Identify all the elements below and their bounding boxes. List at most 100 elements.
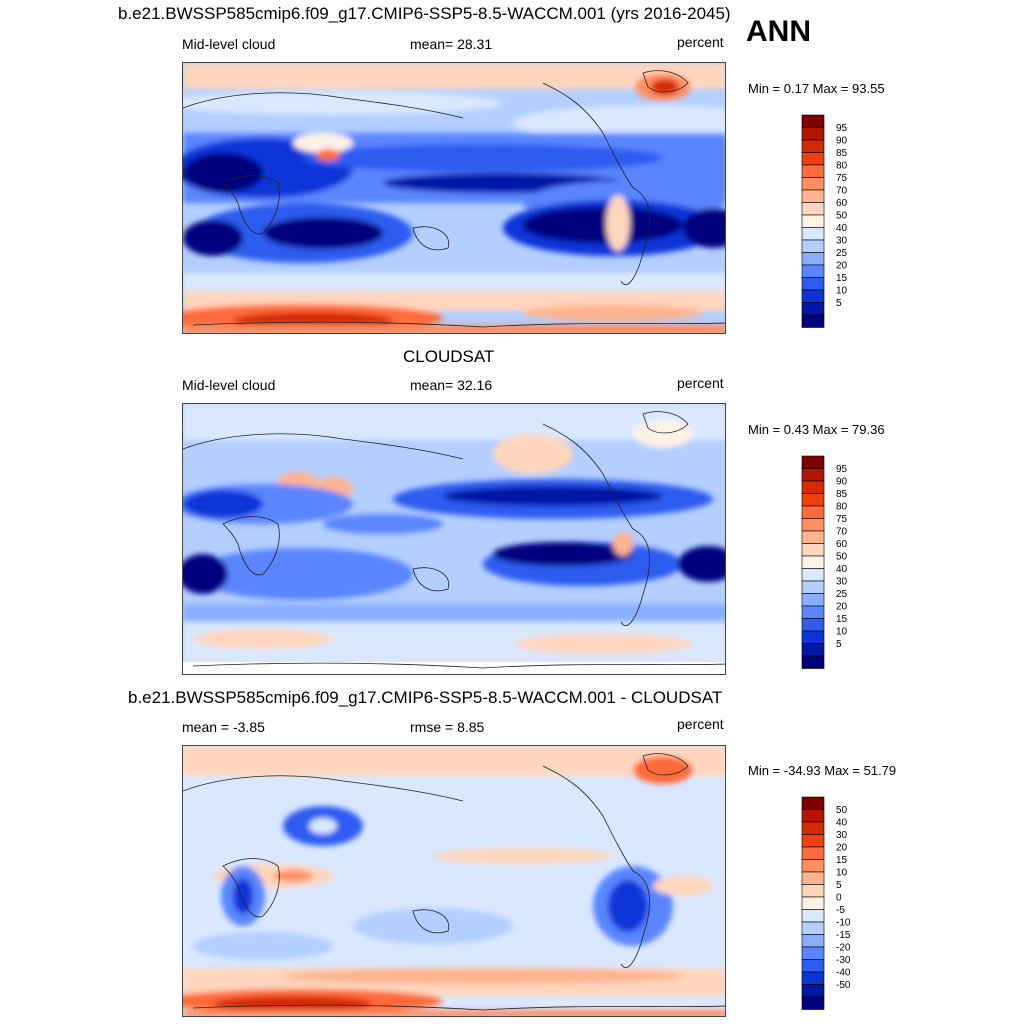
colorbar-tick-label: 50 — [836, 805, 848, 816]
colorbar-tick-label: 20 — [836, 843, 848, 854]
colorbar-tick-label: -15 — [836, 930, 851, 941]
colorbar-tick-label: -10 — [836, 918, 851, 929]
colorbar-tick-label: 10 — [836, 286, 848, 297]
colorbar-tick-label: 80 — [836, 161, 848, 172]
colorbar-box — [801, 530, 825, 544]
panel1-variable-label: Mid-level cloud — [182, 36, 276, 52]
colorbar-tick-label: 5 — [836, 639, 842, 650]
colorbar-box — [801, 114, 825, 128]
colorbar-box — [801, 164, 825, 178]
colorbar-tick-label: 0 — [836, 893, 842, 904]
colorbar-box — [801, 227, 825, 241]
colorbar-tick-label: 60 — [836, 539, 848, 550]
colorbar-box — [801, 846, 825, 860]
colorbar-tick-label: -5 — [836, 905, 845, 916]
colorbar-tick-label: 15 — [836, 614, 848, 625]
colorbar-tick-label: 15 — [836, 273, 848, 284]
colorbar-box — [801, 871, 825, 885]
colorbar-tick-label: 40 — [836, 564, 848, 575]
colorbar-box — [801, 127, 825, 141]
panel1-colorbar: 95 90 85 80 75 70 60 50 40 30 25 20 15 10 5 — [801, 114, 848, 329]
colorbar-tick-label: 30 — [836, 236, 848, 247]
colorbar-box — [801, 139, 825, 153]
panel3-mean-label: mean = -3.85 — [182, 719, 265, 735]
colorbar-box — [801, 202, 825, 216]
colorbar-box — [801, 302, 825, 316]
panel1-title: b.e21.BWSSP585cmip6.f09_g17.CMIP6-SSP5-8… — [118, 4, 731, 23]
colorbar-box — [801, 630, 825, 644]
colorbar-box — [801, 555, 825, 569]
panel3-title: b.e21.BWSSP585cmip6.f09_g17.CMIP6-SSP5-8… — [128, 688, 723, 707]
panel3-colorbar: 50 40 30 20 15 10 5 0 -5 -10 -15 -20 -30 -40 -50 — [801, 796, 851, 1011]
panel3-units-label: percent — [677, 716, 724, 732]
colorbar-tick-label: 10 — [836, 868, 848, 879]
colorbar-tick-label: 95 — [836, 464, 848, 475]
colorbar-box — [801, 214, 825, 228]
colorbar-box — [801, 859, 825, 873]
colorbar-tick-label: 70 — [836, 186, 848, 197]
colorbar-tick-label: 90 — [836, 136, 848, 147]
colorbar-box — [801, 984, 825, 998]
colorbar-tick-label: 30 — [836, 830, 848, 841]
colorbar-box — [801, 277, 825, 291]
panel1-map — [182, 62, 726, 334]
colorbar-box — [801, 289, 825, 303]
colorbar-box — [801, 568, 825, 582]
colorbar-box — [801, 643, 825, 657]
colorbar-box — [801, 996, 825, 1010]
panel2-units-label: percent — [677, 375, 724, 391]
colorbar-box — [801, 809, 825, 823]
colorbar-box — [801, 971, 825, 985]
colorbar-box — [801, 946, 825, 960]
colorbar-tick-label: 85 — [836, 148, 848, 159]
colorbar-box — [801, 177, 825, 191]
colorbar-tick-label: 30 — [836, 577, 848, 588]
colorbar-box — [801, 518, 825, 532]
panel2-colorbar: 95 90 85 80 75 70 60 50 40 30 25 20 15 10 5 — [801, 455, 848, 670]
colorbar-tick-label: 95 — [836, 123, 848, 134]
colorbar-tick-label: 90 — [836, 477, 848, 488]
panel1-units-label: percent — [677, 34, 724, 50]
colorbar-tick-label: -30 — [836, 955, 851, 966]
colorbar-box — [801, 480, 825, 494]
colorbar-box — [801, 834, 825, 848]
colorbar-box — [801, 189, 825, 203]
colorbar-box — [801, 959, 825, 973]
colorbar-box — [801, 896, 825, 910]
colorbar-tick-label: 75 — [836, 514, 848, 525]
panel1-minmax-label: Min = 0.17 Max = 93.55 — [748, 81, 885, 96]
colorbar-tick-label: 85 — [836, 489, 848, 500]
colorbar-tick-label: 75 — [836, 173, 848, 184]
panel2-title: CLOUDSAT — [403, 347, 495, 366]
colorbar-tick-label: -40 — [836, 968, 851, 979]
panel3-rmse-label: rmse = 8.85 — [410, 719, 485, 735]
panel3-map — [182, 745, 726, 1017]
colorbar-box — [801, 314, 825, 328]
colorbar-box — [801, 455, 825, 469]
colorbar-tick-label: 40 — [836, 223, 848, 234]
colorbar-tick-label: 60 — [836, 198, 848, 209]
colorbar-tick-label: 50 — [836, 211, 848, 222]
colorbar-box — [801, 239, 825, 253]
colorbar-box — [801, 934, 825, 948]
colorbar-box — [801, 580, 825, 594]
panel2-map — [182, 403, 726, 675]
colorbar-box — [801, 605, 825, 619]
season-label: ANN — [746, 15, 811, 48]
colorbar-box — [801, 884, 825, 898]
colorbar-tick-label: 10 — [836, 627, 848, 638]
colorbar-tick-label: 80 — [836, 502, 848, 513]
colorbar-box — [801, 909, 825, 923]
panel2-variable-label: Mid-level cloud — [182, 377, 276, 393]
panel3-minmax-label: Min = -34.93 Max = 51.79 — [748, 763, 897, 778]
colorbar-tick-label: 5 — [836, 880, 842, 891]
colorbar-tick-label: 15 — [836, 855, 848, 866]
colorbar-box — [801, 821, 825, 835]
colorbar-tick-label: 25 — [836, 589, 848, 600]
colorbar-tick-label: 70 — [836, 527, 848, 538]
colorbar-box — [801, 593, 825, 607]
colorbar-box — [801, 543, 825, 557]
colorbar-tick-label: 50 — [836, 552, 848, 563]
